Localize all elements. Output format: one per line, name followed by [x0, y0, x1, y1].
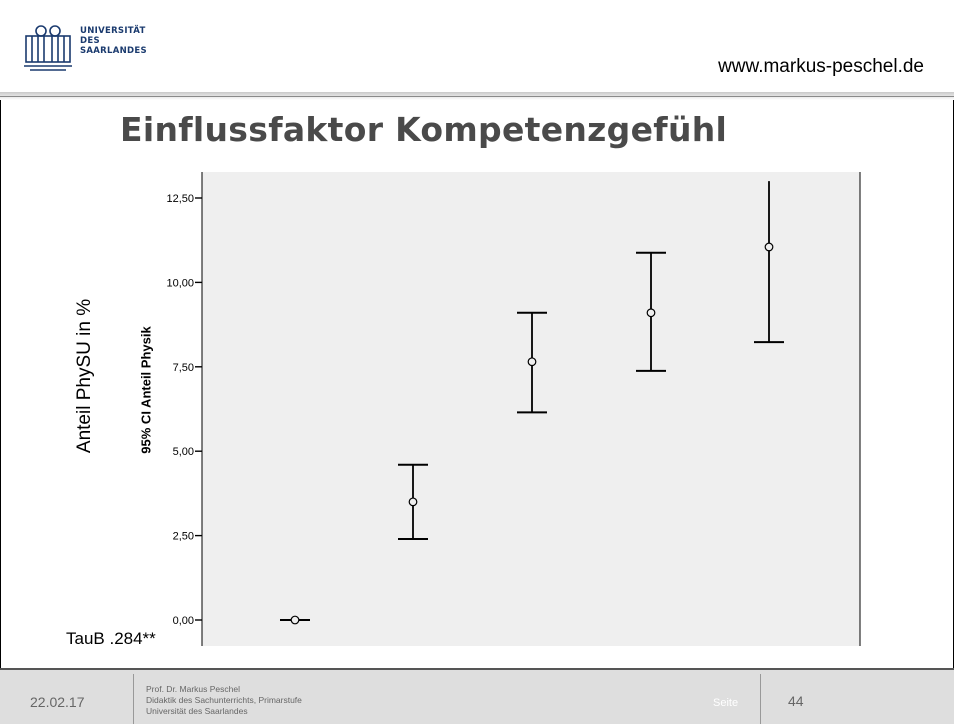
- slide-footer: [0, 670, 954, 724]
- university-seal-icon: [24, 25, 72, 71]
- mean-point: [290, 615, 300, 625]
- mean-point: [527, 357, 537, 367]
- chart-marks: [280, 181, 784, 625]
- logo-line-3: SAARLANDES: [80, 46, 147, 56]
- footer-page-label: Seite: [713, 697, 739, 709]
- university-name: UNIVERSITÄT DES SAARLANDES: [80, 26, 147, 56]
- mean-point: [764, 242, 774, 252]
- y-tick-label: 5,00: [173, 446, 194, 458]
- y-tick-label: 12,50: [166, 193, 194, 205]
- footer-top-line: [0, 668, 954, 671]
- y-tick-label: 7,50: [173, 362, 194, 374]
- logo-line-1: UNIVERSITÄT: [80, 26, 146, 36]
- mean-point: [408, 497, 418, 507]
- footer-author-line-2: Didaktik des Sachunterrichts, Primarstuf…: [146, 695, 302, 705]
- website-url[interactable]: www.markus-peschel.de: [718, 56, 924, 77]
- footer-author-line-3: Universität des Saarlandes: [146, 706, 248, 716]
- footer-author: Prof. Dr. Markus Peschel Didaktik des Sa…: [146, 684, 302, 717]
- university-logo: UNIVERSITÄT DES SAARLANDES: [22, 22, 178, 78]
- mean-point: [646, 308, 656, 318]
- plot-area: [202, 172, 860, 646]
- y-tick-label: 10,00: [166, 277, 194, 289]
- footer-author-line-1: Prof. Dr. Markus Peschel: [146, 684, 241, 694]
- footer-separator-2: [760, 674, 761, 724]
- y-tick-label: 0,00: [173, 615, 194, 627]
- header-divider: [0, 96, 954, 97]
- footer-page-number: 44: [788, 693, 804, 709]
- y-tick-label: 2,50: [173, 531, 194, 543]
- logo-line-2: DES: [80, 36, 100, 46]
- taub-annotation: TauB .284**: [66, 629, 156, 648]
- y-axis-ticks: 0,00 2,50 5,00 7,50 10,00 12,50: [166, 193, 202, 627]
- footer-separator: [133, 674, 134, 724]
- slide-header: UNIVERSITÄT DES SAARLANDES www.markus-pe…: [0, 0, 954, 98]
- footer-date: 22.02.17: [30, 694, 85, 710]
- slide-title: Einflussfaktor Kompetenzgefühl: [120, 110, 728, 149]
